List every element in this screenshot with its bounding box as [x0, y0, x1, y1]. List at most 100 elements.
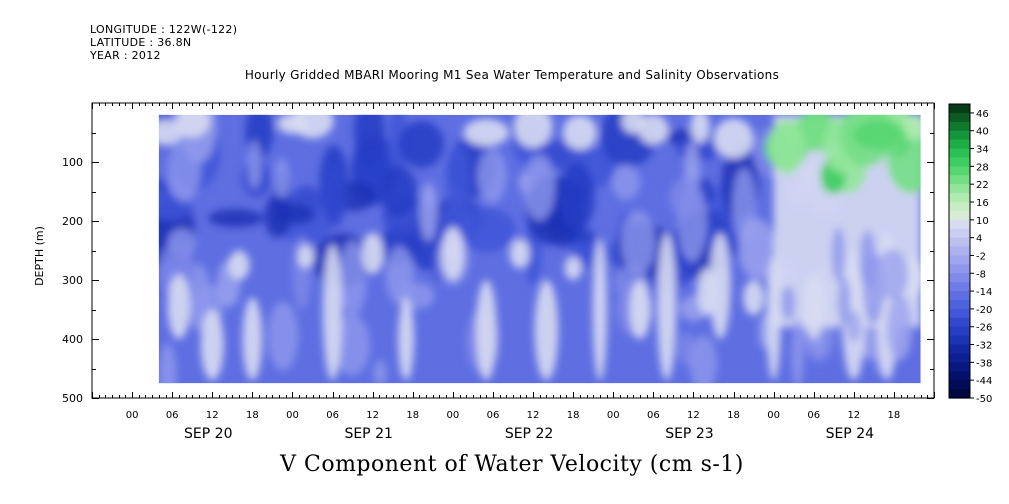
- heatmap-cell: [559, 162, 595, 231]
- heatmap-cell: [611, 164, 641, 200]
- heatmap-cell: [713, 118, 754, 159]
- colorbar: 46 40 34 28 22 16 10 4 -2 -8 -14 -20 -26 -32 -38 -44 -50: [948, 103, 992, 405]
- heatmap-cell: [690, 109, 710, 144]
- colorbar-swatch: [949, 237, 970, 248]
- colorbar-label: -14: [976, 287, 992, 298]
- heatmap-cell: [509, 238, 530, 269]
- heatmap-field: [92, 103, 934, 398]
- heatmap-cell: [200, 309, 224, 381]
- colorbar-swatch: [949, 104, 970, 114]
- heatmap-cell: [709, 232, 731, 339]
- colorbar-swatch: [949, 148, 970, 159]
- heatmap-cell: [388, 104, 408, 181]
- colorbar-swatch: [949, 308, 970, 319]
- colorbar-swatch: [949, 121, 970, 132]
- colorbar-swatch: [949, 246, 970, 257]
- heatmap-cell: [385, 246, 414, 305]
- colorbar-label: -8: [976, 269, 986, 280]
- heatmap-cell: [886, 294, 913, 361]
- heatmap-cell: [297, 244, 315, 269]
- y-tick-label: 400: [62, 333, 83, 346]
- colorbar-swatch: [949, 219, 970, 230]
- heatmap-nodata-bottom: [92, 383, 934, 398]
- colorbar-swatch: [949, 264, 970, 274]
- colorbar-label: -26: [976, 323, 992, 334]
- colorbar-swatch: [949, 210, 970, 221]
- heatmap-cell: [445, 145, 471, 216]
- heatmap-cell: [638, 114, 669, 145]
- x-hour-label: 18: [246, 410, 259, 421]
- colorbar-swatch: [949, 380, 970, 390]
- colorbar-border: [948, 103, 971, 399]
- heatmap-cell: [738, 218, 775, 280]
- heatmap-cell: [353, 103, 385, 167]
- colorbar-swatch: [949, 175, 970, 185]
- x-hour-label: 00: [767, 410, 780, 421]
- heatmap-cell: [322, 167, 348, 228]
- heatmap-cell: [247, 140, 262, 190]
- colorbar-label: 16: [976, 198, 989, 209]
- heatmap-cell: [267, 301, 299, 371]
- x-hour-label: 00: [607, 410, 620, 421]
- colorbar-label: -20: [976, 305, 992, 316]
- heatmap-cell: [629, 280, 651, 339]
- colorbar-swatch: [949, 202, 970, 212]
- x-hour-label: 00: [126, 410, 139, 421]
- heatmap-nodata-right: [920, 103, 934, 398]
- y-axis: 100 200 300 400 500: [62, 133, 934, 405]
- x-day-label: SEP 20: [184, 426, 232, 442]
- x-hour-label: 18: [888, 410, 901, 421]
- heatmap-cell: [876, 249, 909, 301]
- heatmap-cell: [791, 318, 804, 389]
- heatmap-cell: [620, 210, 656, 275]
- colorbar-label: 4: [976, 234, 982, 245]
- colorbar-swatch: [949, 130, 970, 141]
- latitude-label: LATITUDE : 36.8N: [90, 36, 192, 49]
- colorbar-swatch: [949, 389, 970, 399]
- x-hour-label: 12: [206, 410, 219, 421]
- colorbar-swatch: [949, 273, 970, 283]
- colorbar-swatch: [949, 300, 970, 310]
- colorbar-swatch: [949, 193, 970, 203]
- heatmap-cell: [242, 297, 263, 381]
- x-hour-label: 18: [567, 410, 580, 421]
- heatmap-cell: [373, 360, 387, 387]
- colorbar-swatch: [949, 255, 970, 265]
- y-tick-label: 100: [62, 156, 83, 169]
- colorbar-label: 28: [976, 162, 989, 173]
- heatmap-cell: [657, 232, 677, 381]
- colorbar-swatch: [949, 371, 970, 381]
- x-hour-label: 06: [647, 410, 660, 421]
- y-tick-label: 300: [62, 274, 83, 287]
- heatmap-cell: [513, 105, 553, 148]
- heatmap-cell: [208, 208, 264, 228]
- heatmap-cell: [534, 280, 559, 381]
- heatmap-cell: [847, 309, 862, 343]
- heatmap-cell: [780, 285, 796, 321]
- heatmap-cell: [333, 314, 370, 376]
- y-tick-label: 200: [62, 215, 83, 228]
- heatmap-cell: [322, 244, 343, 381]
- x-hour-label: 00: [286, 410, 299, 421]
- heatmap-cell: [228, 250, 250, 280]
- colorbar-label: 34: [976, 145, 989, 156]
- x-hour-label: 06: [807, 410, 820, 421]
- x-day-label: SEP 21: [344, 426, 392, 442]
- heatmap-cell: [669, 177, 702, 218]
- heatmap-cell: [768, 118, 806, 174]
- heatmap-cell: [167, 136, 201, 203]
- heatmap-cell: [339, 240, 367, 317]
- x-axis: 00 06 12 18 00 06 12 18 00 06 12 18 00 06 12 18 00 06 12 18…: [126, 410, 901, 442]
- x-day-label: SEP 23: [665, 426, 713, 442]
- colorbar-swatch: [949, 157, 970, 167]
- colorbar-swatch: [949, 166, 970, 176]
- heatmap-cell: [167, 274, 191, 339]
- x-hour-label: 12: [366, 410, 379, 421]
- heatmap-nodata-left: [92, 103, 159, 398]
- plot-frame: [91, 102, 935, 399]
- heatmap-cell: [274, 158, 290, 199]
- heatmap-cell: [361, 232, 384, 275]
- x-hour-label: 06: [487, 410, 500, 421]
- y-tick-label: 500: [62, 392, 83, 405]
